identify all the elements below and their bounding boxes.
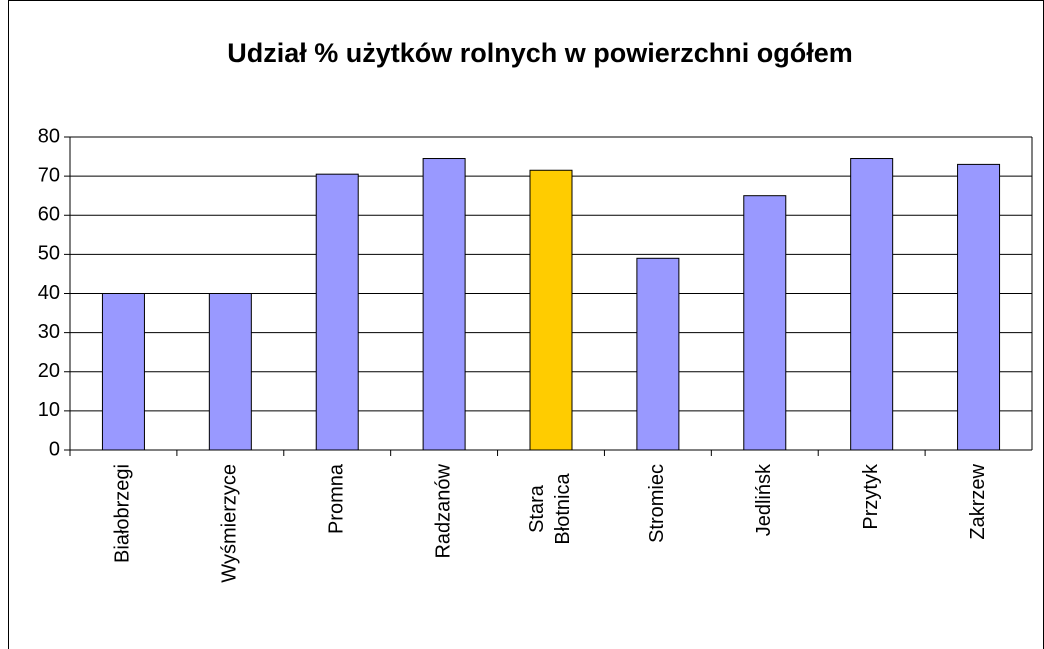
- x-tick-label: Stromiec: [646, 464, 668, 543]
- bar: [208, 293, 252, 451]
- x-tick-label: Wyśmierzyce: [219, 464, 241, 583]
- y-tick-label: 0: [49, 438, 60, 460]
- x-tick-label: Promna: [326, 463, 348, 534]
- x-tick-label-line: Błotnica: [552, 473, 574, 545]
- y-tick-label: 10: [38, 399, 60, 421]
- x-tick-label: Białobrzegi: [112, 464, 134, 563]
- bar: [850, 158, 894, 451]
- x-tick-label: Przytyk: [860, 463, 882, 530]
- bar: [957, 163, 1001, 451]
- bar: [422, 158, 466, 451]
- y-tick-label: 40: [38, 282, 60, 304]
- y-tick-label: 60: [38, 204, 60, 226]
- bar: [743, 195, 787, 451]
- y-tick-label: 70: [38, 164, 60, 186]
- chart-title: Udział % użytków rolnych w powierzchni o…: [227, 38, 853, 68]
- y-tick-label: 80: [38, 125, 60, 147]
- y-tick-label: 20: [38, 360, 60, 382]
- bar: [315, 173, 359, 451]
- x-tick-label-line: Stara: [526, 484, 548, 533]
- x-tick-label: Zakrzew: [967, 463, 989, 539]
- bar: [529, 169, 573, 451]
- x-tick-label: Jedlińsk: [753, 463, 775, 536]
- bar: [101, 293, 145, 451]
- bar: [636, 257, 680, 451]
- y-tick-label: 30: [38, 321, 60, 343]
- x-tick-label: Stara Błotnica: [526, 473, 574, 545]
- x-tick-label: Radzanów: [432, 463, 454, 558]
- y-tick-label: 50: [38, 243, 60, 265]
